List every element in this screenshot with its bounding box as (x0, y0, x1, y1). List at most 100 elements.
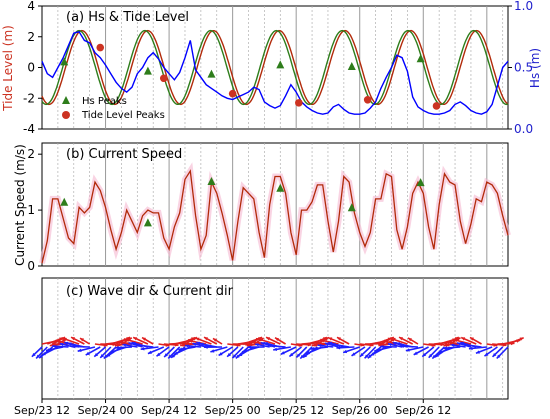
panel-b-frame (41, 142, 509, 267)
current-dir-arrow-head (212, 338, 217, 342)
panel-a-yticks: 4 2 0 -2 -4 (23, 0, 42, 136)
wave-dir-arrow-head (147, 350, 152, 354)
wave-dir-arrow-head (164, 353, 168, 358)
current-dir-arrow-head (62, 337, 67, 342)
ytick-label: 2 (27, 30, 35, 44)
wave-dir-arrow-head (464, 343, 468, 347)
ytick-label: -2 (23, 91, 35, 105)
wave-dir-arrow-head (359, 352, 364, 357)
wave-dir-arrow-head (235, 354, 240, 359)
current-dir-arrow-head (469, 337, 474, 341)
wave-dir-arrow-head (264, 341, 268, 346)
panel-a-lines (41, 29, 509, 115)
current-dir-arrow-head (142, 337, 147, 341)
wave-dir-arrow-head (387, 342, 392, 347)
wave-dir-arrow-head (374, 348, 379, 352)
wave-dir-arrow-head (156, 352, 161, 357)
panel-a-markers (60, 43, 441, 110)
current-dir-arrow-head (313, 343, 318, 347)
wave-dir-arrow-head (238, 352, 243, 357)
current-dir-arrow-head (407, 337, 412, 342)
wave-dir-arrow-head (306, 350, 311, 355)
wave-dir-arrow-head (94, 352, 99, 357)
current-hs-peak-marker (207, 177, 216, 186)
current-dir-arrow-head (119, 341, 124, 345)
hs-peak-marker (207, 69, 216, 78)
wave-dir-arrow-head (196, 341, 201, 346)
panel-b-lines (39, 162, 511, 264)
wave-dir-arrow-head (300, 354, 305, 359)
legend-tide-peaks-marker (62, 111, 70, 119)
current-dir-arrow-head (384, 340, 389, 344)
wave-dir-arrow-head (39, 354, 44, 359)
wave-dir-arrow-head (413, 351, 418, 355)
hs-peak-marker (416, 54, 425, 63)
wave-dir-arrow-head (296, 353, 301, 358)
wave-dir-arrow-head (131, 341, 136, 346)
current-dir-arrow-head (71, 337, 76, 341)
panel-b-markers (60, 177, 425, 227)
ytick-label: 4 (27, 0, 35, 13)
wave-dir-arrow-head (267, 344, 272, 348)
ytick-label: 0 (27, 61, 35, 75)
wave-dir-arrow-head (204, 345, 208, 349)
wave-dir-arrow-head (392, 341, 397, 346)
current-dir-arrow-head (133, 337, 138, 341)
wave-dir-arrow-head (122, 343, 127, 347)
wave-dir-arrow-head (303, 353, 308, 358)
current-dir-arrow-head (188, 339, 193, 343)
hs-peak-marker (276, 60, 285, 69)
current-dir-arrow-head (448, 341, 452, 345)
panel-b-yticks: 2 1 0 (27, 147, 42, 273)
wave-dir-arrow-head (367, 354, 372, 359)
wave-dir-arrow-head (468, 346, 473, 351)
wave-dir-arrow-head (438, 350, 443, 354)
current-dir-arrow-head (127, 337, 132, 342)
wave-dir-arrow-head (71, 344, 76, 349)
current-hs-peak-marker (416, 178, 425, 187)
current-dir-arrow-head (126, 337, 131, 341)
panel-b: (b) Current Speed Current Speed (m/s) 2 1… (13, 142, 511, 273)
wave-dir-arrow-head (492, 353, 497, 357)
ytick-label-right: 0.0 (514, 122, 533, 136)
wave-dir-arrow-head (370, 352, 375, 356)
wave-dir-arrow-head (115, 345, 119, 350)
wave-dir-arrow-head (422, 352, 427, 357)
current-dir-arrow-head (445, 343, 449, 347)
wave-dir-arrow-head (336, 346, 341, 350)
wave-dir-arrow-head (218, 352, 223, 356)
wave-dir-arrow-head (260, 341, 265, 346)
current-dir-arrow-head (461, 337, 466, 341)
wave-dir-arrow-head (100, 354, 105, 358)
current-dir-arrow-head (266, 337, 271, 341)
wave-dir-arrow-head (178, 347, 183, 351)
panel-c-title: (c) Wave dir & Current dir (66, 284, 234, 299)
wave-dir-arrow-head (435, 353, 440, 358)
wave-dir-arrow-head (496, 354, 501, 359)
wave-dir-arrow-head (184, 344, 189, 348)
current-dir-arrow-head (453, 338, 458, 343)
wave-dir-arrow-head (67, 342, 72, 346)
wave-dir-arrow-head (310, 346, 315, 351)
wave-dir-arrow-head (331, 342, 336, 347)
panel-a: (a) Hs & Tide Level Tide Level (m) Hs (m… (1, 0, 542, 136)
wave-dir-arrow-head (484, 352, 489, 357)
wave-dir-arrow-head (396, 342, 401, 346)
current-hs-peak-marker (143, 218, 152, 227)
tide-peak-marker (159, 74, 168, 83)
current-dir-arrow-head (337, 337, 342, 341)
ytick-label: -4 (23, 122, 35, 136)
panel-c-frame (41, 277, 509, 400)
panel-a-title: (a) Hs & Tide Level (66, 10, 189, 25)
wave-dir-arrow-head (59, 342, 64, 347)
wave-dir-arrow-head (273, 347, 278, 352)
current-dir-arrow-head (51, 342, 56, 346)
panel-a-legend: Hs Peaks Tide Level Peaks (62, 96, 165, 121)
legend-tide-peaks: Tide Level Peaks (81, 110, 165, 121)
current-dir-arrow-head (116, 342, 121, 347)
xtick-label: Sep/25 12 (268, 404, 324, 417)
current-speed-line (41, 169, 509, 264)
wave-dir-arrow-head (173, 351, 178, 355)
current-dir-arrow-head (399, 337, 404, 341)
wave-dir-arrow-head (31, 352, 36, 357)
